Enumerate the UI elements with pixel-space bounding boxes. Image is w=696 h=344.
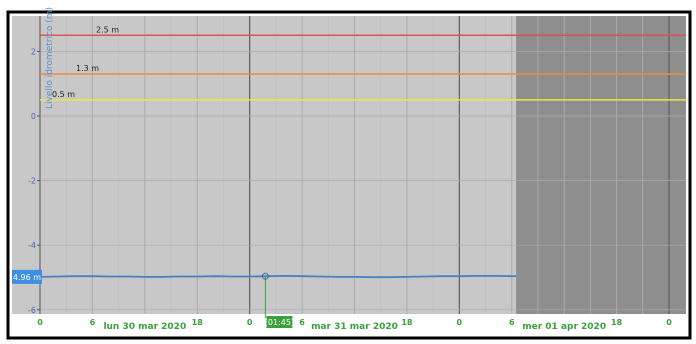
x-tick-label: 0: [457, 318, 463, 327]
day-label: mer 01 apr 2020: [522, 322, 606, 332]
current-value-badge: [12, 269, 42, 284]
axis-layer: 20-2-4-60612180612180612180lun 30 mar 20…: [12, 47, 672, 332]
x-tick-label: 0: [666, 318, 672, 327]
x-tick-label: 6: [299, 318, 305, 327]
threshold-label: 2.5 m: [96, 25, 119, 34]
day-label-box: [520, 318, 609, 332]
y-tick-label: -6: [28, 306, 36, 315]
water-level-line: [39, 274, 517, 279]
day-label-box: [100, 318, 189, 332]
x-tick-label: 0: [247, 318, 253, 327]
day-label: mar 31 mar 2020: [311, 322, 398, 332]
y-axis-label: Livello idrometrico (m): [45, 7, 55, 109]
future-shaded-area: [516, 16, 686, 314]
x-tick-label: 0: [37, 318, 43, 327]
current-value-label: 4.96 m: [13, 273, 41, 282]
x-tick-label: 18: [401, 318, 413, 327]
threshold-label: 1.3 m: [76, 64, 99, 73]
x-tick-label: 6: [90, 318, 96, 327]
cursor-time-label: [01:45]: [265, 318, 294, 327]
day-label-box: [310, 318, 399, 332]
threshold-layer: 2.5 m 1.3 m 0.5 m: [40, 25, 686, 101]
y-tick-label: -4: [28, 241, 36, 250]
x-tick-label: 6: [509, 318, 515, 327]
cursor-layer[interactable]: [01:45]: [261, 272, 294, 328]
threshold-label: 0.5 m: [52, 90, 75, 99]
y-tick-label: -2: [28, 177, 36, 186]
cursor-marker[interactable]: [261, 272, 269, 280]
day-label: lun 30 mar 2020: [103, 322, 186, 332]
grid-layer: [39, 16, 686, 314]
cursor-time-box: [266, 316, 293, 328]
y-tick-label: 0: [31, 112, 36, 121]
y-tick-label: 2: [31, 47, 36, 56]
x-tick-label: 18: [192, 318, 204, 327]
series-layer: [39, 274, 517, 279]
x-tick-label: 18: [611, 318, 623, 327]
